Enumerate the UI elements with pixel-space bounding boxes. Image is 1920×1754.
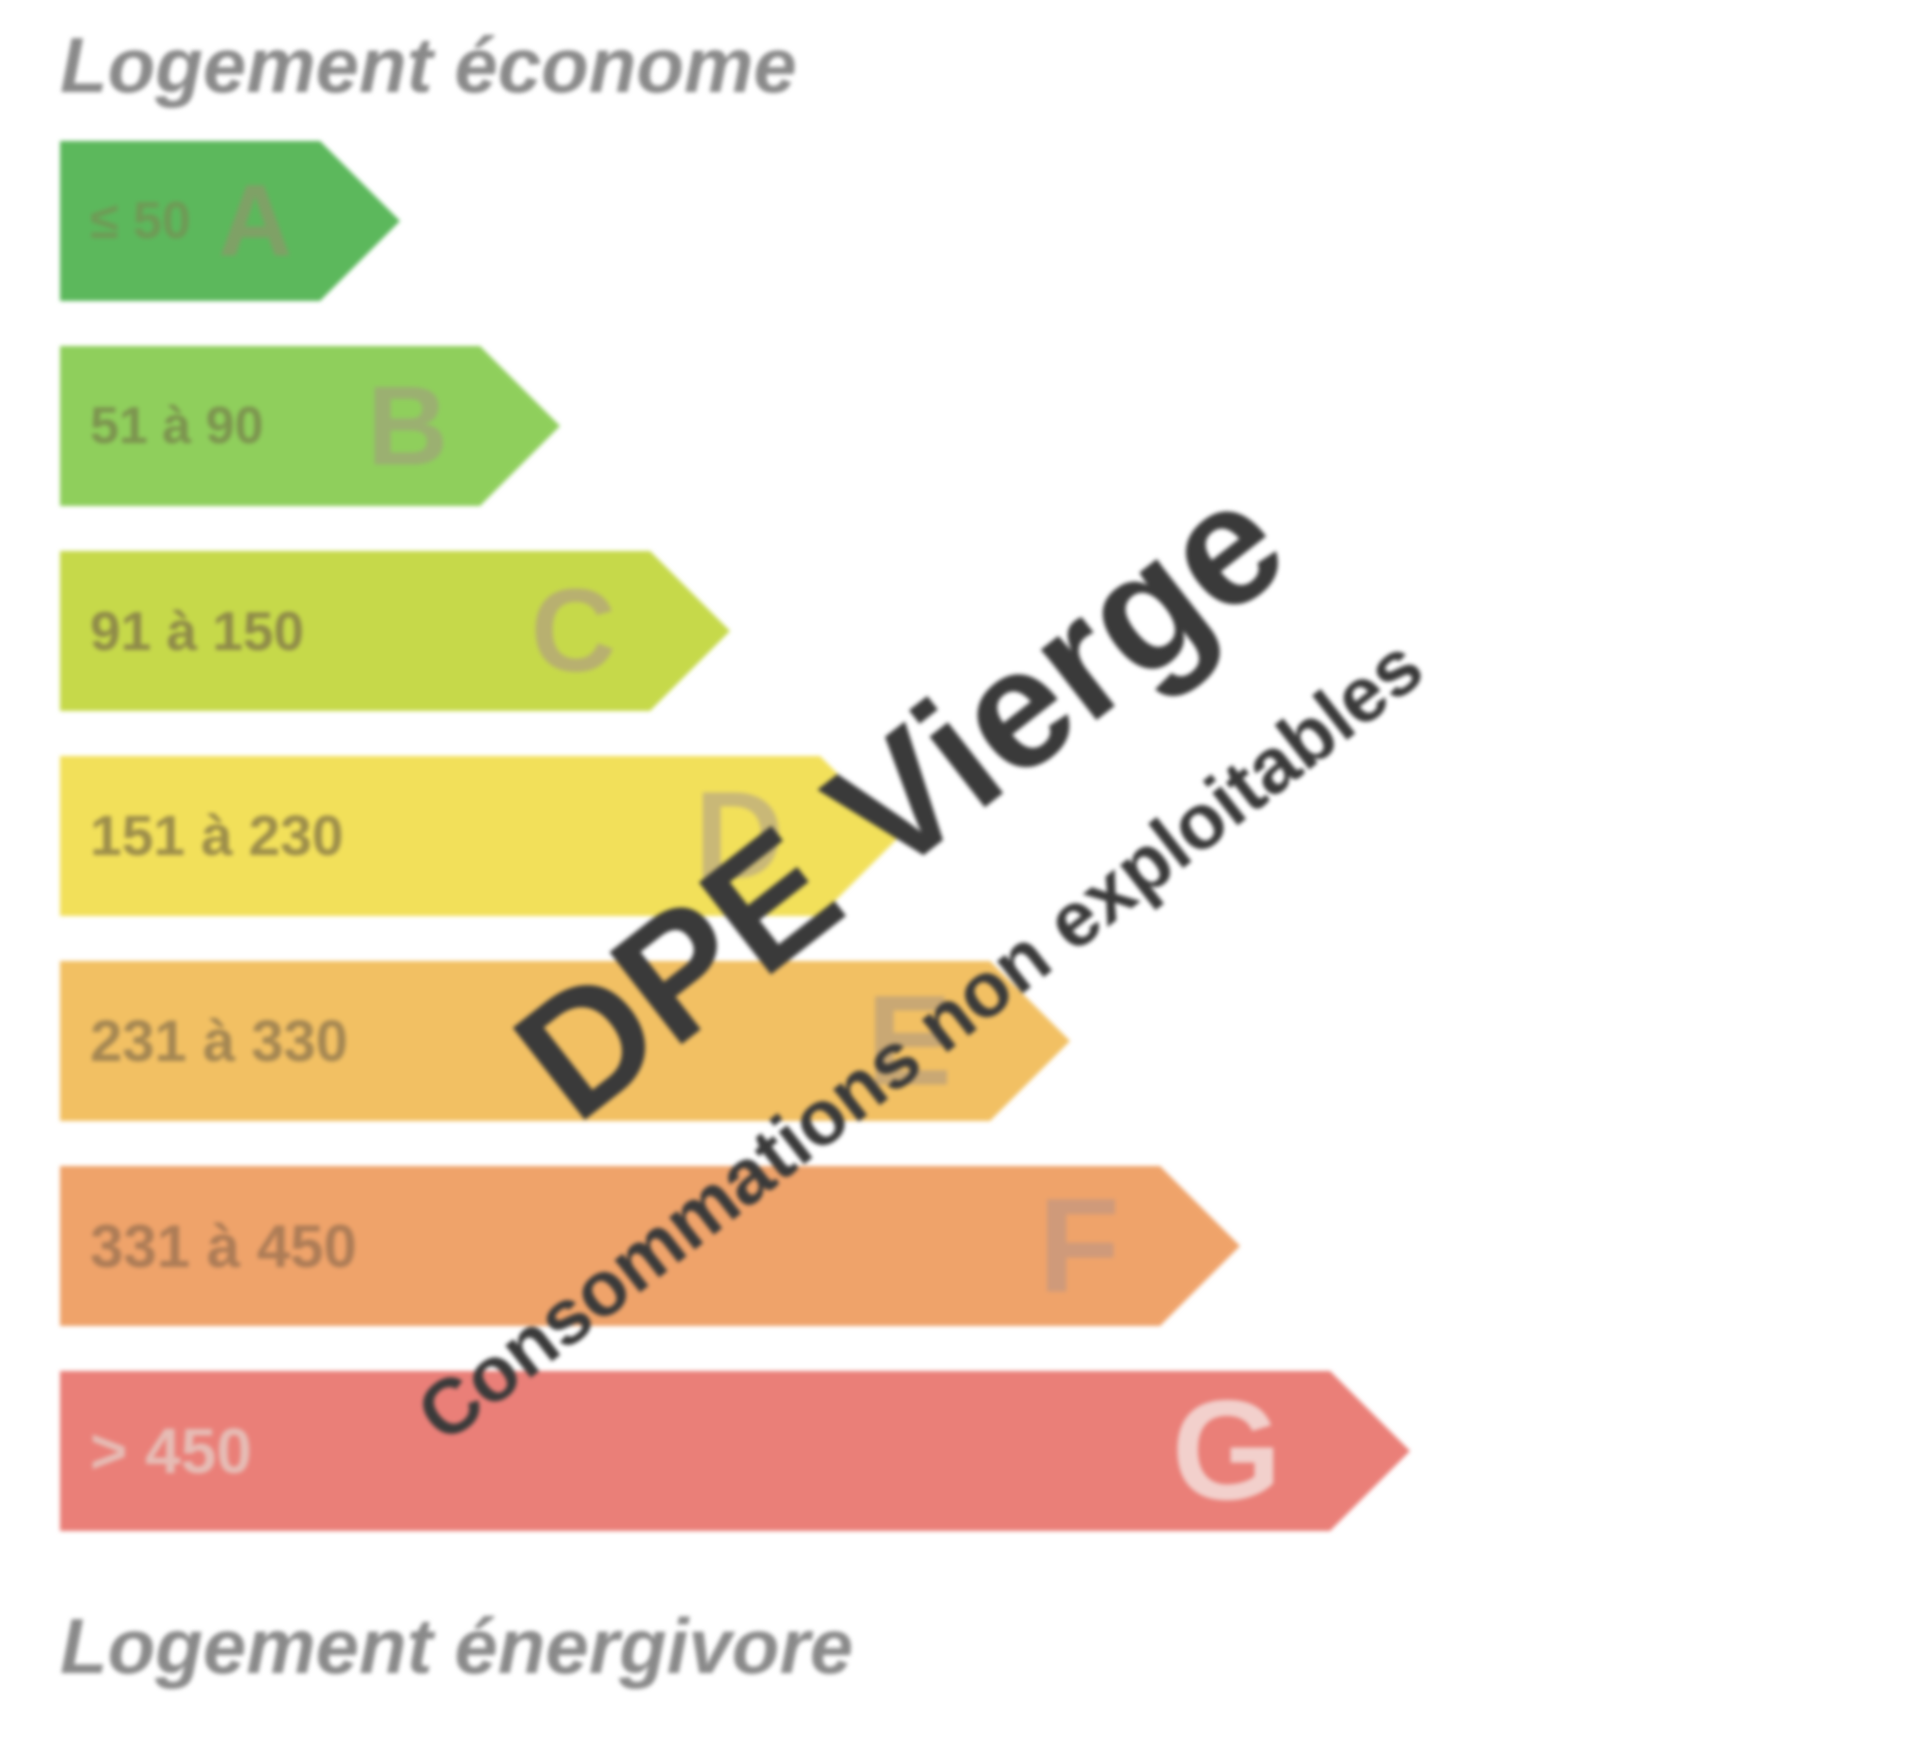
bar-body: ≤ 50 A <box>60 141 320 301</box>
range-label: 151 à 230 <box>90 803 344 869</box>
class-letter: C <box>531 563 616 699</box>
energy-bar: 51 à 90 B <box>60 346 560 506</box>
range-label: 51 à 90 <box>90 396 264 456</box>
energy-bar: 231 à 330 E <box>60 961 1070 1121</box>
arrow-tip-icon <box>990 961 1070 1121</box>
energy-bar: 151 à 230 D <box>60 756 900 916</box>
energy-row-g: > 450 G <box>60 1371 1860 1531</box>
energy-row-c: 91 à 150 C <box>60 551 1860 711</box>
energy-bar: ≤ 50 A <box>60 141 400 301</box>
energy-rows: ≤ 50 A 51 à 90 B 91 à 150 C 151 à 230 D 231 à 33… <box>60 141 1860 1576</box>
range-label: 91 à 150 <box>90 599 304 663</box>
bar-body: 231 à 330 E <box>60 961 990 1121</box>
energy-bar: 331 à 450 F <box>60 1166 1240 1326</box>
title-bottom: Logement énergivore <box>60 1576 1860 1692</box>
range-label: 331 à 450 <box>90 1212 357 1281</box>
class-letter: F <box>1038 1170 1120 1323</box>
class-letter: A <box>218 163 292 280</box>
class-letter: G <box>1172 1369 1282 1533</box>
arrow-tip-icon <box>650 551 730 711</box>
bar-body: 51 à 90 B <box>60 346 480 506</box>
energy-row-d: 151 à 230 D <box>60 756 1860 916</box>
arrow-tip-icon <box>480 346 560 506</box>
energy-row-f: 331 à 450 F <box>60 1166 1860 1326</box>
dpe-diagram: Logement économe ≤ 50 A 51 à 90 B 91 à 150 C 1… <box>60 0 1860 1692</box>
class-letter: B <box>367 362 448 491</box>
class-letter: E <box>867 968 952 1115</box>
bar-body: 91 à 150 C <box>60 551 650 711</box>
arrow-tip-icon <box>820 756 900 916</box>
arrow-tip-icon <box>1330 1371 1410 1531</box>
energy-row-e: 231 à 330 E <box>60 961 1860 1121</box>
arrow-tip-icon <box>1160 1166 1240 1326</box>
range-label: > 450 <box>90 1414 252 1488</box>
bar-body: 331 à 450 F <box>60 1166 1160 1326</box>
range-label: 231 à 330 <box>90 1008 348 1075</box>
energy-row-b: 51 à 90 B <box>60 346 1860 506</box>
title-top: Logement économe <box>60 0 1860 141</box>
energy-row-a: ≤ 50 A <box>60 141 1860 301</box>
bar-body: 151 à 230 D <box>60 756 820 916</box>
bar-body: > 450 G <box>60 1371 1330 1531</box>
energy-bar: 91 à 150 C <box>60 551 730 711</box>
energy-bar: > 450 G <box>60 1371 1410 1531</box>
class-letter: D <box>694 765 784 907</box>
arrow-tip-icon <box>320 141 400 301</box>
range-label: ≤ 50 <box>90 191 191 251</box>
